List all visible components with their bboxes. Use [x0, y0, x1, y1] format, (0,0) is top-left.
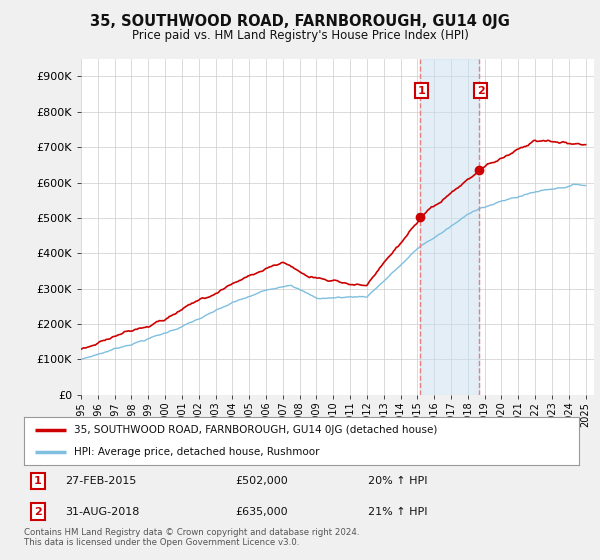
Text: 31-AUG-2018: 31-AUG-2018 — [65, 507, 140, 516]
Text: 21% ↑ HPI: 21% ↑ HPI — [368, 507, 428, 516]
Text: 2: 2 — [34, 507, 42, 516]
Text: 1: 1 — [418, 86, 425, 96]
Bar — [420, 59, 479, 395]
Text: HPI: Average price, detached house, Rushmoor: HPI: Average price, detached house, Rush… — [74, 447, 319, 457]
Text: Price paid vs. HM Land Registry's House Price Index (HPI): Price paid vs. HM Land Registry's House … — [131, 29, 469, 42]
Text: Contains HM Land Registry data © Crown copyright and database right 2024.
This d: Contains HM Land Registry data © Crown c… — [24, 528, 359, 547]
Text: 35, SOUTHWOOD ROAD, FARNBOROUGH, GU14 0JG (detached house): 35, SOUTHWOOD ROAD, FARNBOROUGH, GU14 0J… — [74, 425, 437, 435]
Text: £502,000: £502,000 — [235, 476, 287, 486]
Text: 20% ↑ HPI: 20% ↑ HPI — [368, 476, 428, 486]
Text: 27-FEB-2015: 27-FEB-2015 — [65, 476, 137, 486]
Text: £635,000: £635,000 — [235, 507, 287, 516]
Text: 35, SOUTHWOOD ROAD, FARNBOROUGH, GU14 0JG: 35, SOUTHWOOD ROAD, FARNBOROUGH, GU14 0J… — [90, 14, 510, 29]
Text: 2: 2 — [477, 86, 485, 96]
Text: 1: 1 — [34, 476, 42, 486]
